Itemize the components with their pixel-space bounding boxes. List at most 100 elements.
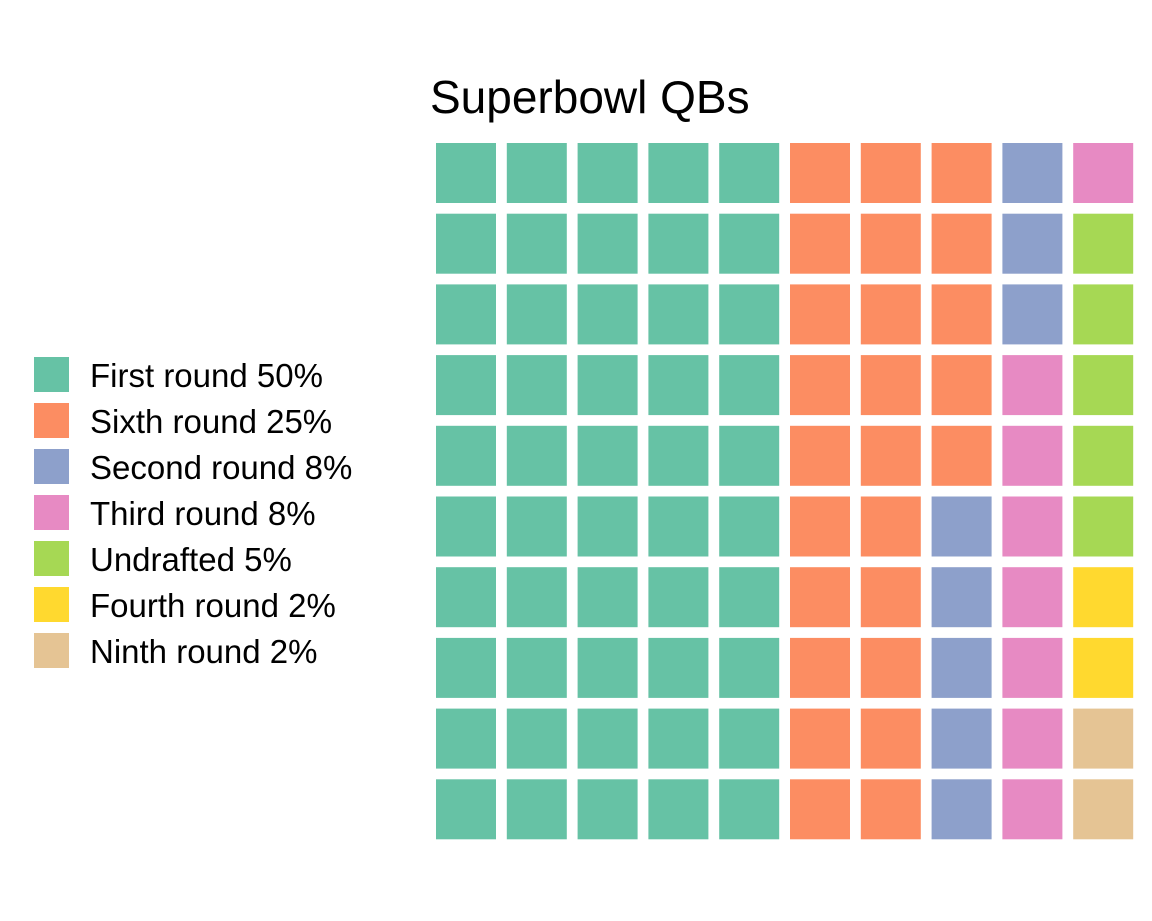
waffle-cell (931, 779, 992, 840)
waffle-cell (931, 425, 992, 486)
waffle-cell (790, 425, 850, 486)
waffle-cell (577, 567, 638, 628)
waffle-cell (1073, 496, 1134, 557)
waffle-cell (1002, 284, 1063, 345)
waffle-cell (506, 355, 567, 416)
waffle-cell (577, 284, 638, 345)
waffle-cell (506, 213, 567, 274)
waffle-cell (436, 708, 496, 769)
legend-label: Undrafted 5% (90, 541, 292, 578)
waffle-cell (648, 355, 709, 416)
waffle-cell (860, 213, 921, 274)
waffle-cell (719, 779, 780, 840)
waffle-cell (648, 708, 709, 769)
waffle-cell (790, 567, 850, 628)
waffle-cell (1073, 708, 1134, 769)
legend-swatch (34, 495, 69, 530)
waffle-cell (577, 708, 638, 769)
waffle-cell (648, 284, 709, 345)
waffle-cell (506, 143, 567, 203)
waffle-cell (719, 355, 780, 416)
waffle-cell (1073, 425, 1134, 486)
waffle-cell (719, 637, 780, 698)
waffle-cell (577, 213, 638, 274)
waffle-cell (506, 779, 567, 840)
waffle-cell (436, 425, 496, 486)
waffle-cell (436, 213, 496, 274)
waffle-cell (931, 284, 992, 345)
waffle-cell (790, 779, 850, 840)
legend-label: Third round 8% (90, 495, 316, 532)
waffle-cell (436, 779, 496, 840)
waffle-cell (648, 496, 709, 557)
waffle-cell (860, 355, 921, 416)
waffle-cell (790, 496, 850, 557)
chart-title: Superbowl QBs (430, 71, 750, 123)
waffle-cell (860, 496, 921, 557)
waffle-cell (719, 213, 780, 274)
waffle-cell (790, 708, 850, 769)
waffle-cell (1002, 567, 1063, 628)
waffle-cell (436, 284, 496, 345)
waffle-cell (860, 567, 921, 628)
waffle-cell (719, 496, 780, 557)
waffle-cell (648, 637, 709, 698)
waffle-cell (719, 143, 780, 203)
waffle-cell (860, 637, 921, 698)
waffle-cell (648, 779, 709, 840)
waffle-cell (719, 567, 780, 628)
waffle-cell (790, 143, 850, 203)
waffle-cell (577, 143, 638, 203)
waffle-cell (1073, 284, 1134, 345)
waffle-cell (1073, 143, 1134, 203)
legend-swatch (34, 449, 69, 484)
waffle-cell (790, 284, 850, 345)
waffle-cell (931, 637, 992, 698)
waffle-cell (1002, 779, 1063, 840)
waffle-cell (648, 213, 709, 274)
legend-label: Second round 8% (90, 449, 352, 486)
legend: First round 50% Sixth round 25% Second rou… (34, 357, 352, 670)
waffle-cell (436, 496, 496, 557)
waffle-cell (436, 637, 496, 698)
waffle-cells (436, 143, 1134, 840)
waffle-cell (931, 355, 992, 416)
waffle-cell (860, 284, 921, 345)
waffle-cell (1073, 355, 1134, 416)
waffle-cell (860, 708, 921, 769)
waffle-cell (860, 779, 921, 840)
waffle-cell (577, 355, 638, 416)
waffle-cell (931, 708, 992, 769)
waffle-cell (506, 496, 567, 557)
legend-label: Sixth round 25% (90, 403, 332, 440)
legend-swatch (34, 633, 69, 668)
waffle-cell (1002, 213, 1063, 274)
waffle-cell (648, 425, 709, 486)
waffle-cell (506, 567, 567, 628)
waffle-cell (931, 567, 992, 628)
waffle-cell (577, 779, 638, 840)
waffle-cell (860, 425, 921, 486)
waffle-cell (1002, 496, 1063, 557)
waffle-cell (1002, 637, 1063, 698)
waffle-cell (931, 143, 992, 203)
waffle-cell (577, 425, 638, 486)
waffle-cell (1002, 425, 1063, 486)
waffle-cell (506, 425, 567, 486)
waffle-cell (931, 213, 992, 274)
waffle-cell (577, 496, 638, 557)
waffle-cell (719, 284, 780, 345)
legend-swatch (34, 541, 69, 576)
waffle-cell (1073, 213, 1134, 274)
waffle-cell (1002, 355, 1063, 416)
legend-swatch (34, 587, 69, 622)
waffle-cell (931, 496, 992, 557)
legend-swatch (34, 403, 69, 438)
waffle-cell (1002, 708, 1063, 769)
waffle-cell (506, 637, 567, 698)
waffle-cell (577, 637, 638, 698)
waffle-cell (436, 143, 496, 203)
waffle-cell (506, 284, 567, 345)
waffle-cell (506, 708, 567, 769)
